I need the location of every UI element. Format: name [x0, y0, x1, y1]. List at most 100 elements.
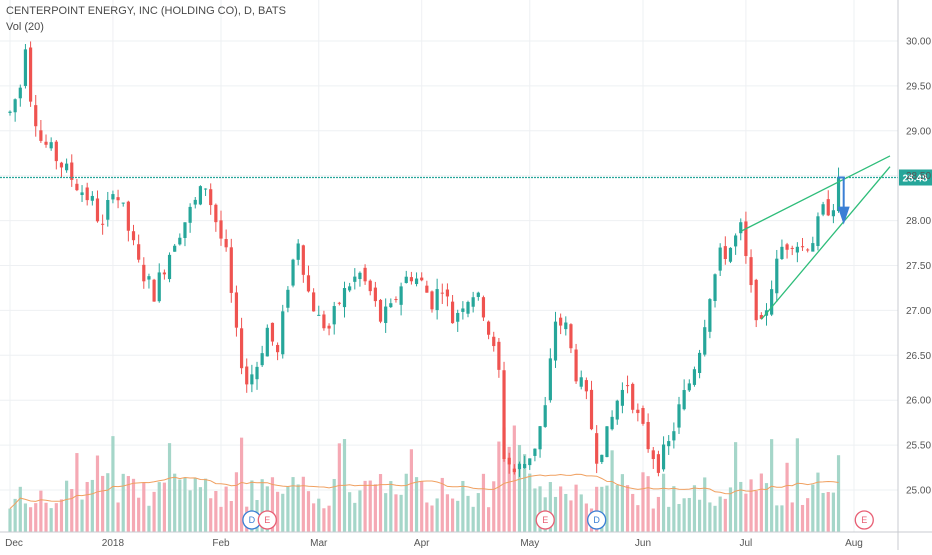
candle-body[interactable] [425, 285, 429, 293]
candle-body[interactable] [34, 105, 38, 127]
candle-body[interactable] [332, 306, 336, 325]
candle-body[interactable] [281, 311, 285, 355]
candle-body[interactable] [59, 162, 64, 168]
candle-body[interactable] [538, 426, 542, 450]
candle-body[interactable] [409, 277, 413, 282]
candle-body[interactable] [13, 99, 17, 113]
candle-body[interactable] [559, 317, 563, 326]
candle-body[interactable] [137, 244, 141, 260]
candle-body[interactable] [111, 194, 115, 200]
candle-body[interactable] [723, 246, 727, 260]
candle-body[interactable] [775, 258, 779, 294]
candle-body[interactable] [631, 383, 635, 410]
candle-body[interactable] [692, 369, 697, 385]
candle-body[interactable] [224, 239, 228, 248]
candle-body[interactable] [651, 450, 655, 460]
candle-body[interactable] [296, 243, 300, 260]
candle-body[interactable] [353, 276, 357, 282]
candle-body[interactable] [553, 321, 558, 361]
candle-body[interactable] [708, 299, 712, 332]
candle-body[interactable] [162, 272, 166, 275]
candle-body[interactable] [394, 299, 398, 301]
dividend-event-icon[interactable] [587, 510, 607, 530]
candle-body[interactable] [646, 421, 650, 450]
candle-body[interactable] [327, 325, 331, 329]
candle-body[interactable] [589, 389, 594, 430]
candle-body[interactable] [131, 231, 136, 241]
candle-body[interactable] [785, 244, 789, 250]
candle-body[interactable] [234, 292, 239, 328]
candle-body[interactable] [430, 291, 434, 310]
candle-body[interactable] [636, 409, 640, 414]
candle-body[interactable] [265, 327, 269, 357]
candle-body[interactable] [806, 249, 810, 251]
candle-body[interactable] [399, 286, 403, 305]
candle-body[interactable] [533, 448, 537, 456]
candle-body[interactable] [487, 321, 491, 335]
candle-body[interactable] [214, 204, 218, 223]
candle-body[interactable] [754, 279, 758, 321]
candle-body[interactable] [286, 289, 290, 308]
candle-body[interactable] [147, 276, 151, 280]
candle-body[interactable] [312, 292, 316, 312]
candle-body[interactable] [517, 463, 522, 470]
candle-body[interactable] [564, 322, 568, 330]
earnings-event-icon[interactable] [535, 510, 555, 530]
candle-body[interactable] [276, 344, 280, 353]
candle-body[interactable] [548, 358, 552, 401]
candle-body[interactable] [193, 199, 197, 205]
candle-body[interactable] [80, 192, 84, 196]
candle-body[interactable] [610, 416, 614, 430]
wedge-lower-line[interactable] [760, 166, 891, 320]
candle-body[interactable] [301, 245, 305, 275]
earnings-event-icon[interactable] [854, 510, 874, 530]
candle-body[interactable] [749, 257, 753, 286]
earnings-event-icon[interactable] [257, 510, 277, 530]
candle-body[interactable] [440, 292, 444, 294]
candle-body[interactable] [389, 303, 393, 308]
candle-body[interactable] [157, 272, 161, 302]
candle-body[interactable] [600, 454, 604, 463]
candle-body[interactable] [358, 272, 362, 280]
candle-body[interactable] [414, 278, 419, 285]
candle-body[interactable] [739, 222, 743, 234]
candle-body[interactable] [759, 315, 763, 319]
candle-body[interactable] [811, 243, 815, 252]
candle-body[interactable] [49, 142, 53, 149]
candle-body[interactable] [420, 277, 424, 281]
candle-body[interactable] [641, 408, 645, 424]
candle-body[interactable] [44, 141, 48, 145]
candle-body[interactable] [54, 141, 58, 162]
candle-body[interactable] [255, 366, 259, 380]
candle-body[interactable] [167, 254, 172, 280]
candle-body[interactable] [481, 297, 486, 318]
candle-body[interactable] [512, 468, 516, 473]
candle-body[interactable] [697, 352, 702, 373]
candle-body[interactable] [821, 204, 825, 215]
candle-body[interactable] [8, 111, 12, 113]
candle-body[interactable] [497, 341, 501, 370]
candle-body[interactable] [75, 183, 79, 191]
candle-body[interactable] [471, 297, 475, 307]
candle-body[interactable] [466, 301, 470, 314]
drawing-layer[interactable]: 28.48 [0, 155, 932, 320]
candle-body[interactable] [342, 288, 347, 308]
candle-body[interactable] [70, 162, 74, 180]
candle-body[interactable] [677, 404, 681, 428]
candle-body[interactable] [245, 366, 249, 385]
candle-layer[interactable] [8, 41, 841, 477]
candle-body[interactable] [23, 49, 28, 86]
candle-body[interactable] [795, 246, 799, 253]
candle-body[interactable] [384, 306, 388, 323]
candle-body[interactable] [523, 463, 527, 469]
candle-body[interactable] [198, 186, 203, 205]
arrow-icon[interactable] [837, 176, 845, 221]
candle-body[interactable] [178, 237, 182, 245]
candle-body[interactable] [152, 279, 156, 302]
candle-body[interactable] [239, 328, 244, 369]
candle-body[interactable] [656, 454, 661, 473]
candle-body[interactable] [816, 216, 820, 247]
candle-body[interactable] [718, 247, 722, 271]
candle-body[interactable] [492, 336, 496, 347]
